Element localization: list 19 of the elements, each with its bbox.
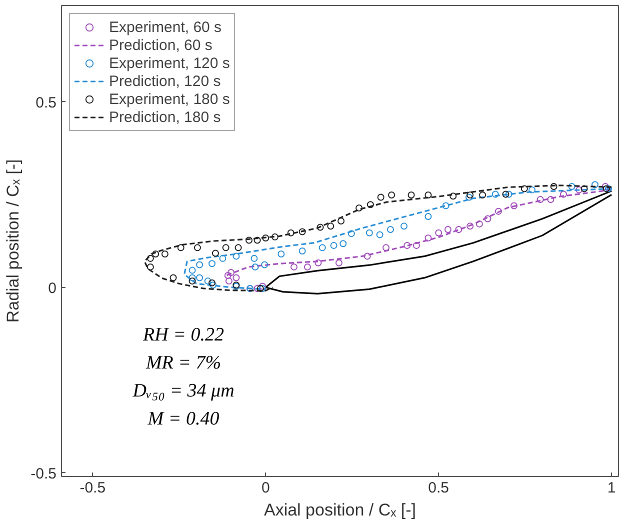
legend-label: Experiment, 180 s [109,90,230,108]
y-axis-title: Radial position / Cₓ [-] [4,159,23,323]
y-tick-label: 0.5 [36,94,57,112]
x-axis-title: Axial position / Cₓ [-] [264,500,416,520]
x-tick-label: -0.5 [80,480,106,496]
annotation: M = 0.40 [146,408,220,430]
legend-label: Prediction, 60 s [109,36,212,54]
x-tick-label: 1 [607,480,616,496]
y-tick-label: -0.5 [30,465,57,482]
y-tick-label: 0 [48,280,56,297]
annotation: Dᵥ₅₀ = 34 μm [132,380,234,402]
annotation: MR = 7% [144,352,222,374]
x-tick-label: 0 [261,480,270,496]
annotation: RH = 0.22 [142,324,224,346]
legend-label: Experiment, 60 s [109,18,222,36]
legend-label: Experiment, 120 s [109,54,230,72]
x-tick-label: 0.5 [428,480,450,496]
legend-label: Prediction, 120 s [109,72,221,90]
legend-label: Prediction, 180 s [109,108,221,126]
